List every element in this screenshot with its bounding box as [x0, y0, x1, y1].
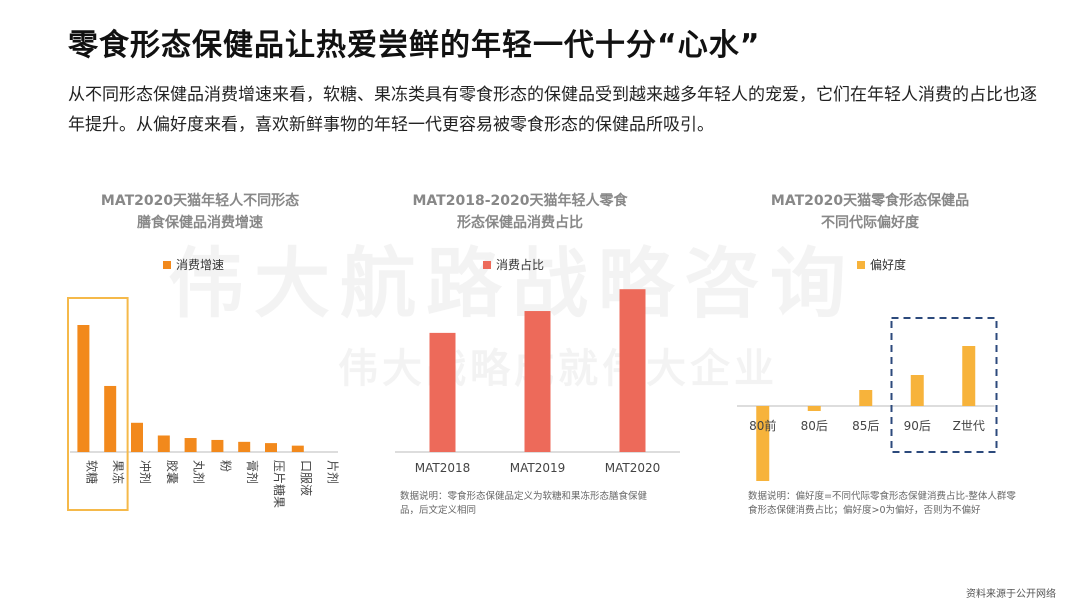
chart1-bar-5 — [211, 439, 224, 452]
chart3-bar-4 — [962, 346, 976, 406]
chart3-tick-4: Z世代 — [953, 419, 985, 433]
chart1-bar-6 — [238, 441, 251, 452]
chart1-bar-7 — [265, 443, 277, 452]
chart3-tick-2: 85后 — [852, 419, 879, 433]
chart2-tick-0: MAT2018 — [415, 461, 471, 475]
chart1-bar-8 — [291, 445, 304, 452]
chart3-legend-swatch — [857, 260, 865, 269]
chart1-legend: 消费增速 — [163, 256, 224, 273]
chart3-title-line1: MAT2020天猫零食形态保健品 — [770, 193, 970, 209]
chart1-bar-3 — [157, 435, 170, 452]
source-note: 资料来源于公开网络 — [966, 589, 1056, 600]
page-title: 零食形态保健品让热爱尝鲜的年轻一代十分“心水” — [68, 28, 761, 63]
chart2-note: 数据说明：零食形态保健品定义为软糖和果冻形态膳食保健品，后文定义相同 — [400, 491, 648, 516]
chart1-bar-2 — [131, 422, 143, 452]
chart2-tick-2: MAT2020 — [605, 461, 661, 475]
chart2-legend-label: 消费占比 — [496, 258, 545, 272]
chart1-tick-2: 冲剂 — [138, 460, 153, 484]
chart1-tick-7: 压片糖果 — [272, 460, 287, 508]
chart3-legend-label: 偏好度 — [870, 258, 907, 272]
chart3-tick-0: 80前 — [749, 418, 776, 433]
chart1-bar-0 — [77, 325, 90, 452]
chart3-highlight-box — [890, 317, 998, 453]
chart1-title-line2: 膳食保健品消费增速 — [137, 215, 263, 231]
chart1-tick-9: 片剂 — [326, 460, 341, 484]
chart2-legend-swatch — [483, 260, 491, 269]
chart1-bar-4 — [184, 438, 197, 452]
watermark-slogan: 伟大战略成就伟大企业 — [338, 336, 778, 394]
chart1-tick-0: 软糖 — [84, 460, 99, 484]
chart2-legend: 消费占比 — [483, 256, 544, 273]
chart2-tick-1: MAT2019 — [510, 461, 566, 475]
chart1-tick-3: 胶囊 — [165, 460, 180, 484]
chart3-title: MAT2020天猫零食形态保健品 不同代际偏好度 — [730, 190, 1010, 234]
chart2-bar-0 — [429, 332, 456, 452]
chart3-bar-3 — [910, 375, 924, 406]
chart3-bar-0 — [756, 406, 770, 481]
chart3-tick-1: 80后 — [801, 419, 828, 433]
chart1-highlight-box — [67, 297, 129, 511]
chart1-legend-label: 消费增速 — [176, 258, 225, 272]
watermark-main: 伟大航路战略咨询 — [168, 222, 856, 332]
chart3-title-line2: 不同代际偏好度 — [821, 215, 919, 231]
chart2-bar-2 — [619, 289, 646, 452]
chart1-tick-4: 丸剂 — [192, 460, 207, 484]
chart3-tick-3: 90后 — [904, 419, 931, 433]
chart3-bar-2 — [859, 390, 873, 406]
chart1-tick-8: 口服液 — [299, 460, 314, 496]
page-subtitle: 从不同形态保健品消费增速来看，软糖、果冻类具有零食形态的保健品受到越来越多年轻人… — [68, 85, 1037, 135]
chart1-title-line1: MAT2020天猫年轻人不同形态 — [100, 193, 300, 209]
chart2-bar-1 — [524, 311, 551, 452]
chart2-title: MAT2018-2020天猫年轻人零食 形态保健品消费占比 — [375, 190, 665, 234]
chart2-title-line2: 形态保健品消费占比 — [457, 215, 583, 231]
chart1-tick-6: 膏剂 — [245, 460, 260, 484]
chart3-note: 数据说明：偏好度=不同代际零食形态保健消费占比-整体人群零食形态保健消费占比；偏… — [748, 491, 1016, 516]
chart1-bar-1 — [104, 385, 117, 452]
chart3-legend: 偏好度 — [857, 256, 906, 273]
chart3-bar-1 — [807, 406, 821, 411]
chart1-title: MAT2020天猫年轻人不同形态 膳食保健品消费增速 — [60, 190, 340, 234]
chart1-tick-5: 粉 — [218, 460, 232, 472]
chart1-tick-1: 果冻 — [111, 460, 126, 484]
chart1-legend-swatch — [163, 260, 171, 269]
chart2-title-line1: MAT2018-2020天猫年轻人零食 — [412, 193, 628, 209]
